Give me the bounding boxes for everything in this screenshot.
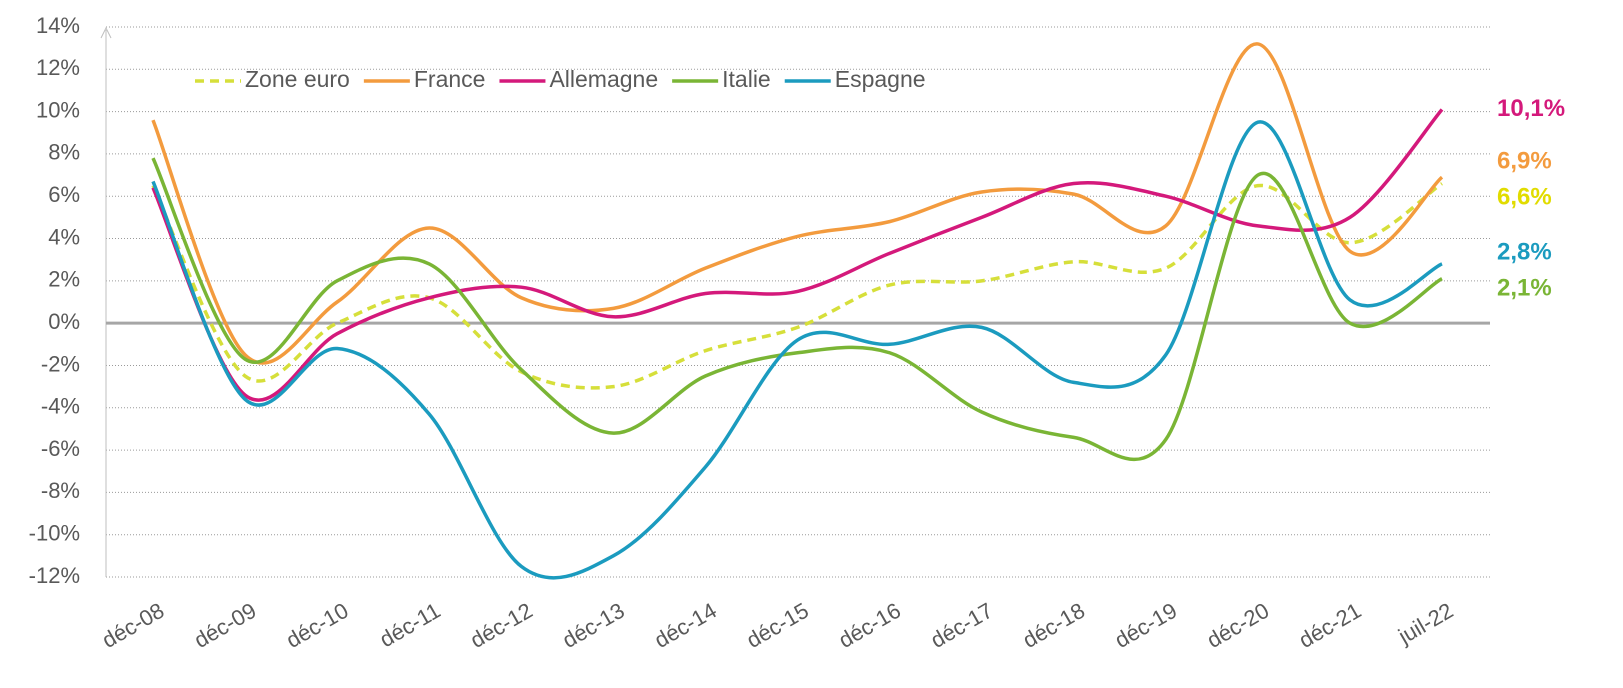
y-tick-label: -12% bbox=[29, 563, 80, 588]
y-tick-label: 6% bbox=[48, 182, 80, 207]
x-tick-label: déc-10 bbox=[282, 598, 353, 653]
x-tick-label: déc-12 bbox=[466, 598, 537, 653]
y-tick-label: 14% bbox=[36, 13, 80, 38]
x-tick-label: déc-17 bbox=[926, 598, 997, 653]
series-line bbox=[151, 157, 1443, 462]
series-line bbox=[151, 42, 1444, 365]
x-tick-label: déc-21 bbox=[1295, 598, 1366, 653]
legend-label: France bbox=[414, 66, 486, 92]
x-tick-label: déc-18 bbox=[1018, 598, 1089, 653]
x-tick-label: déc-14 bbox=[650, 598, 721, 653]
y-axis-arrow bbox=[100, 26, 112, 39]
x-tick-label: déc-09 bbox=[190, 598, 261, 653]
y-tick-label: 8% bbox=[48, 140, 80, 165]
x-tick-label: déc-16 bbox=[834, 598, 905, 653]
legend-label: Espagne bbox=[835, 66, 926, 92]
y-tick-label: -4% bbox=[41, 394, 80, 419]
end-label: 2,1% bbox=[1497, 275, 1552, 302]
x-tick-label: déc-13 bbox=[558, 598, 629, 653]
y-tick-label: -10% bbox=[29, 521, 80, 546]
legend-label: Allemagne bbox=[549, 66, 658, 92]
legend-label: Zone euro bbox=[245, 66, 350, 92]
end-label: 2,8% bbox=[1497, 239, 1552, 266]
series-line bbox=[151, 182, 1443, 390]
end-label: 10,1% bbox=[1497, 95, 1565, 122]
end-label: 6,9% bbox=[1497, 148, 1552, 175]
x-tick-label: juil-22 bbox=[1393, 598, 1457, 650]
x-tick-label: déc-15 bbox=[742, 598, 813, 653]
y-tick-label: 2% bbox=[48, 267, 80, 292]
x-tick-label: déc-19 bbox=[1110, 598, 1181, 653]
y-tick-label: 12% bbox=[36, 55, 80, 80]
x-tick-label: déc-20 bbox=[1202, 598, 1273, 653]
series-line bbox=[151, 108, 1444, 402]
legend-label: Italie bbox=[722, 66, 771, 92]
y-tick-label: -8% bbox=[41, 478, 80, 503]
y-tick-label: 0% bbox=[48, 309, 80, 334]
y-tick-label: 4% bbox=[48, 224, 80, 249]
y-tick-label: -2% bbox=[41, 351, 80, 376]
series-line bbox=[151, 120, 1443, 580]
y-tick-label: -6% bbox=[41, 436, 80, 461]
x-tick-label: déc-08 bbox=[98, 598, 169, 653]
x-tick-label: déc-11 bbox=[375, 598, 444, 652]
y-tick-label: 10% bbox=[36, 97, 80, 122]
end-label: 6,6% bbox=[1497, 184, 1552, 211]
